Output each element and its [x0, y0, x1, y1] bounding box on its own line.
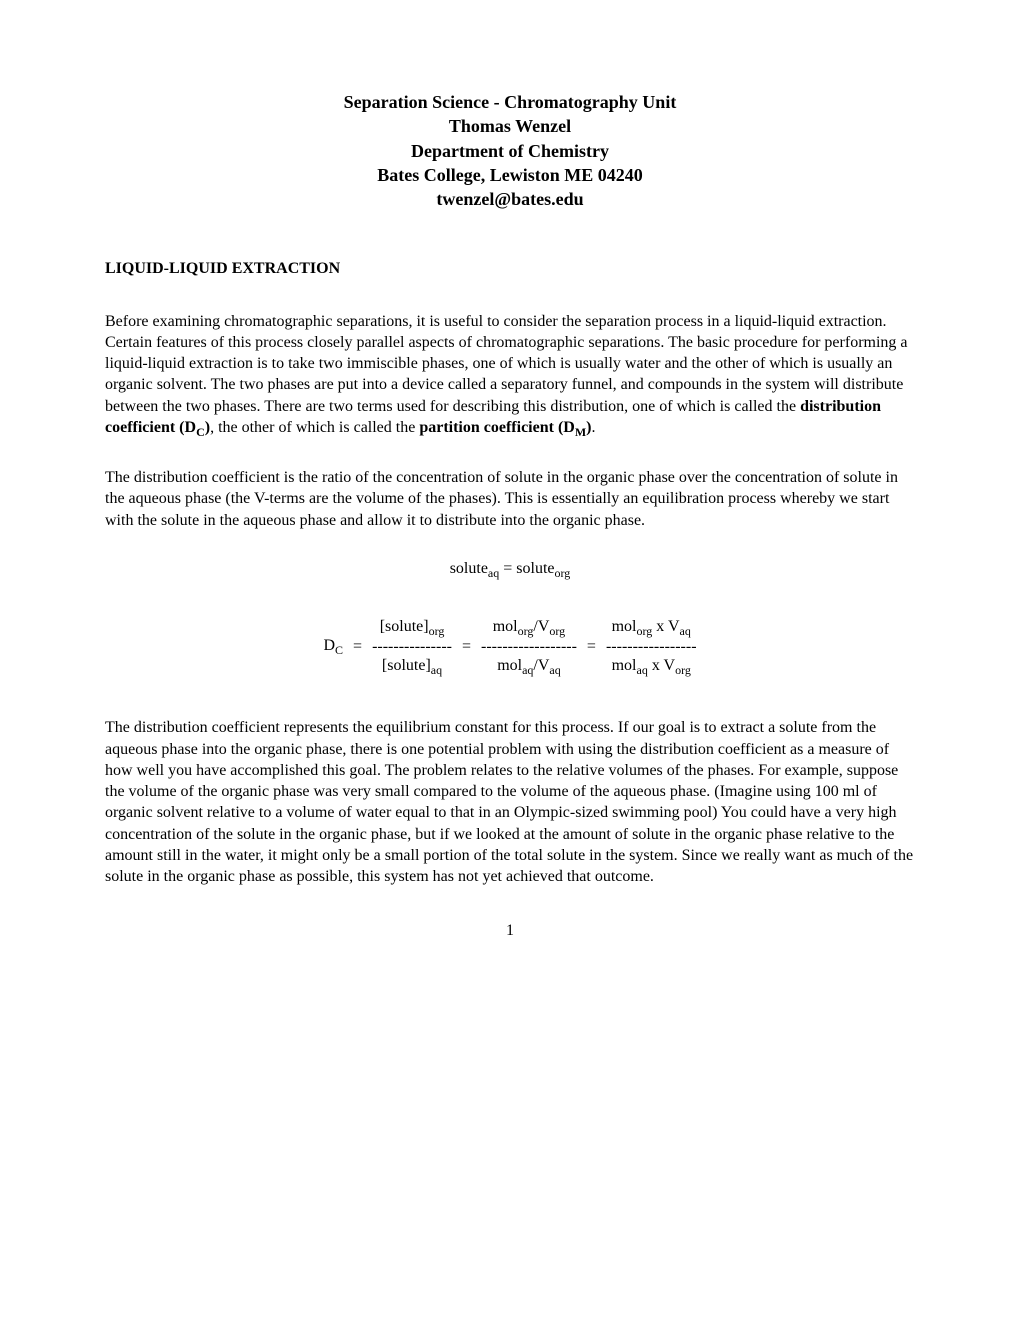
- dc-prefix: DC: [323, 636, 343, 658]
- title-line-4: Bates College, Lewiston ME 04240: [105, 163, 915, 187]
- para1-bold-2: partition coefficient (DM): [419, 419, 591, 436]
- para1-text-a: Before examining chromatographic separat…: [105, 313, 908, 415]
- title-line-1: Separation Science - Chromatography Unit: [105, 90, 915, 114]
- equation-dc: DC = [solute]org --------------- [solute…: [105, 617, 915, 678]
- section-heading: LIQUID-LIQUID EXTRACTION: [105, 259, 915, 278]
- dc-frac-2: molorg/Vorg ------------------ molaq/Vaq: [481, 617, 577, 678]
- para1-text-b: , the other of which is called the: [210, 419, 419, 436]
- paragraph-2: The distribution coefficient is the rati…: [105, 467, 915, 531]
- title-email: twenzel@bates.edu: [105, 187, 915, 211]
- paragraph-1: Before examining chromatographic separat…: [105, 311, 915, 441]
- page-number: 1: [105, 921, 915, 940]
- equation-solute: soluteaq = soluteorg: [105, 559, 915, 581]
- title-block: Separation Science - Chromatography Unit…: [105, 90, 915, 211]
- dc-frac-3: molorg x Vaq ----------------- molaq x V…: [606, 617, 697, 678]
- title-line-3: Department of Chemistry: [105, 139, 915, 163]
- para1-text-c: .: [592, 419, 596, 436]
- title-line-2: Thomas Wenzel: [105, 114, 915, 138]
- paragraph-3: The distribution coefficient represents …: [105, 717, 915, 887]
- dc-frac-1: [solute]org --------------- [solute]aq: [372, 617, 452, 678]
